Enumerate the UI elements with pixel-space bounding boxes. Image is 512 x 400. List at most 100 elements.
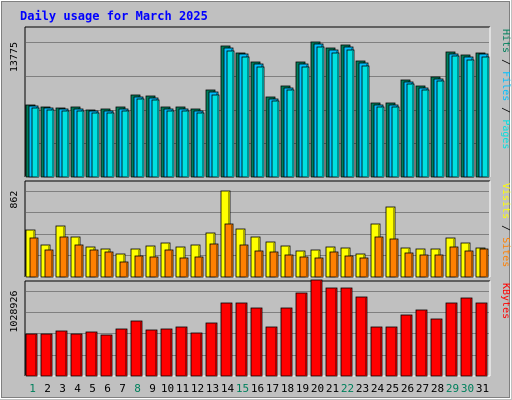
legend-entry-visits: Visits [500, 183, 511, 219]
y-max-label: 1028926 [9, 291, 20, 333]
bar-pages-4 [76, 110, 85, 178]
bar-sites-30 [464, 250, 474, 278]
bar-sites-19 [299, 256, 309, 278]
bar-pages-7 [121, 110, 130, 178]
bar-sites-22 [344, 255, 354, 278]
x-tick-label-8: 8 [134, 382, 141, 395]
bar-kbytes-14 [220, 302, 233, 377]
bar-kbytes-2 [40, 333, 53, 377]
bar-kbytes-13 [205, 322, 218, 377]
bar-sites-11 [179, 257, 189, 278]
bar-sites-16 [254, 250, 264, 278]
x-tick-label-10: 10 [161, 382, 174, 395]
x-tick-label-4: 4 [74, 382, 81, 395]
bar-kbytes-3 [55, 330, 68, 377]
bar-kbytes-24 [370, 326, 383, 377]
x-tick-label-31: 31 [476, 382, 489, 395]
bar-sites-18 [284, 254, 294, 278]
bar-sites-13 [209, 243, 219, 278]
legend-entry-pages: Pages [500, 119, 511, 149]
y-max-label: 13775 [9, 42, 20, 72]
x-tick-label-2: 2 [44, 382, 51, 395]
bar-pages-16 [256, 66, 265, 178]
bar-sites-29 [449, 246, 459, 278]
bar-pages-23 [361, 65, 370, 178]
x-tick-label-16: 16 [251, 382, 264, 395]
bar-sites-10 [164, 249, 174, 278]
panel-hits-files-pages: 13775 Hits / Files / Pages [9, 26, 511, 178]
bar-sites-27 [419, 254, 429, 278]
legend-hits-files-pages: Hits / Files / Pages [500, 29, 511, 149]
bar-pages-14 [226, 50, 235, 178]
x-tick-labels: 1 2 3 4 5 6 7 8 9 10 11 12 13 14 15 16 17 18 19 20 21 22 23 24 2… [29, 382, 489, 395]
legend-kbytes: KBytes [500, 283, 511, 319]
x-tick-label-9: 9 [149, 382, 156, 395]
bar-kbytes-27 [415, 309, 428, 377]
bar-sites-23 [359, 257, 369, 278]
x-tick-label-17: 17 [266, 382, 279, 395]
x-tick-label-7: 7 [119, 382, 126, 395]
bar-pages-20 [316, 46, 325, 178]
bar-kbytes-30 [460, 297, 473, 377]
bar-sites-12 [194, 256, 204, 278]
bar-kbytes-7 [115, 328, 128, 377]
bar-pages-30 [466, 59, 475, 178]
bar-kbytes-11 [175, 326, 188, 377]
legend-entry-hits: Hits [500, 29, 511, 53]
x-tick-label-19: 19 [296, 382, 309, 395]
bar-pages-19 [301, 66, 310, 178]
bar-pages-31 [481, 56, 490, 178]
y-max-label: 862 [9, 191, 20, 209]
bar-kbytes-5 [85, 331, 98, 377]
bar-sites-28 [434, 254, 444, 278]
bar-sites-9 [149, 256, 159, 278]
legend-entry-sites: Sites [500, 237, 511, 267]
bar-kbytes-25 [385, 326, 398, 377]
bar-kbytes-10 [160, 328, 173, 377]
bar-kbytes-23 [355, 296, 368, 377]
bar-pages-8 [136, 98, 145, 178]
x-tick-label-12: 12 [191, 382, 204, 395]
bar-sites-25 [389, 238, 399, 278]
bar-sites-8 [134, 255, 144, 278]
bar-pages-12 [196, 112, 205, 178]
bar-sites-7 [119, 261, 129, 278]
legend-entry-kbytes: KBytes [500, 283, 511, 319]
legend-visits-sites: Visits / Sites [500, 183, 511, 267]
bar-kbytes-19 [295, 292, 308, 377]
x-tick-label-27: 27 [416, 382, 429, 395]
panel-visits-sites: 862 Visits / Sites [9, 180, 511, 278]
bar-pages-2 [46, 109, 55, 178]
bar-sites-20 [314, 257, 324, 278]
x-tick-label-20: 20 [311, 382, 324, 395]
x-tick-label-13: 13 [206, 382, 219, 395]
bar-pages-3 [61, 110, 70, 178]
bar-kbytes-9 [145, 329, 158, 377]
bar-pages-25 [391, 106, 400, 178]
x-tick-label-6: 6 [104, 382, 111, 395]
x-tick-label-22: 22 [341, 382, 354, 395]
bar-pages-18 [286, 89, 295, 178]
bar-kbytes-26 [400, 314, 413, 377]
bar-kbytes-15 [235, 302, 248, 377]
x-tick-label-14: 14 [221, 382, 235, 395]
x-tick-label-30: 30 [461, 382, 474, 395]
x-tick-label-25: 25 [386, 382, 399, 395]
bar-sites-31 [479, 248, 489, 278]
bar-kbytes-28 [430, 318, 443, 377]
bar-kbytes-8 [130, 320, 143, 377]
chart-title: Daily usage for March 2025 [20, 9, 208, 23]
bar-pages-13 [211, 94, 220, 178]
bar-sites-17 [269, 251, 279, 278]
bar-sites-15 [239, 244, 249, 278]
bar-kbytes-12 [190, 332, 203, 377]
bar-kbytes-31 [475, 302, 488, 377]
bar-pages-10 [166, 110, 175, 178]
bar-pages-26 [406, 83, 415, 178]
bar-pages-22 [346, 49, 355, 178]
bar-pages-11 [181, 110, 190, 178]
bar-pages-5 [91, 112, 100, 178]
x-tick-label-5: 5 [89, 382, 96, 395]
x-tick-label-18: 18 [281, 382, 294, 395]
